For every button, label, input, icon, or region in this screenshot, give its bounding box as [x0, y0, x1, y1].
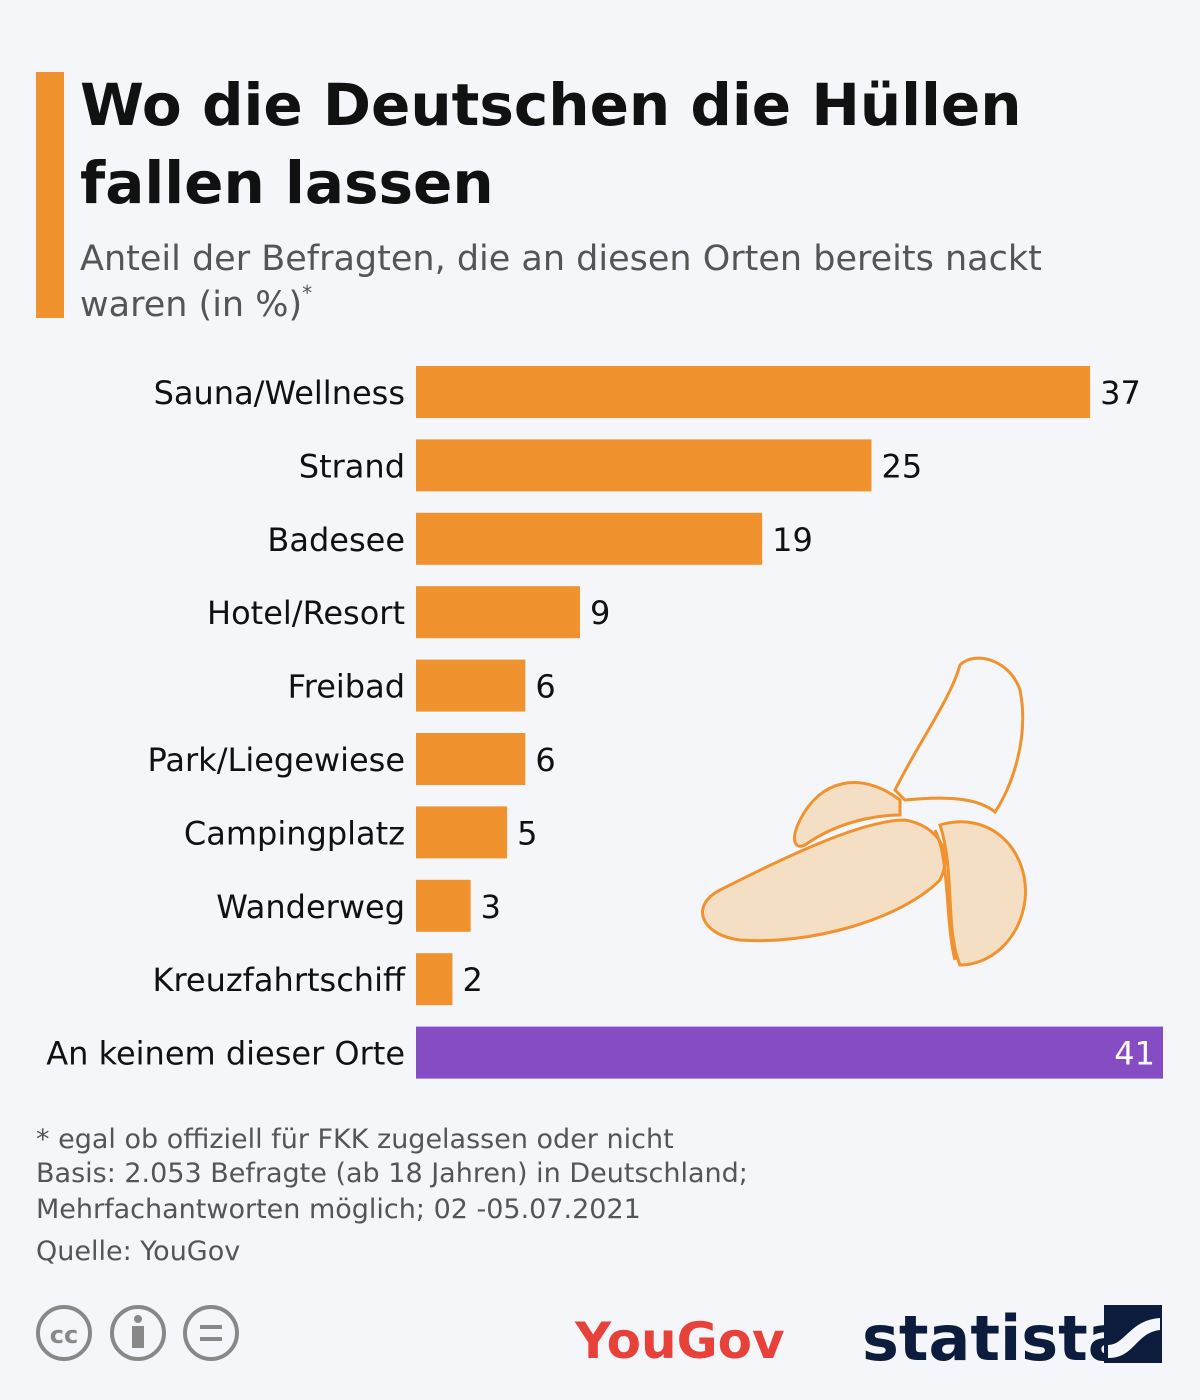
bar	[416, 439, 872, 492]
value-label: 6	[535, 668, 555, 706]
category-label: Campingplatz	[184, 814, 405, 852]
category-label: Park/Liegewiese	[148, 741, 405, 779]
category-label: Wanderweg	[216, 888, 405, 926]
value-label: 2	[462, 961, 482, 999]
category-label: Strand	[299, 447, 405, 485]
svg-text:cc: cc	[50, 1321, 78, 1349]
bar	[416, 733, 526, 785]
value-label: 37	[1100, 374, 1141, 412]
bar	[416, 512, 763, 565]
value-label: 6	[535, 741, 555, 779]
statista-logo: statista	[862, 1302, 1130, 1375]
category-label: An keinem dieser Orte	[46, 1035, 405, 1073]
value-label: 19	[772, 521, 813, 559]
value-label: 9	[590, 594, 610, 632]
bar	[416, 586, 580, 639]
chart-subtitle: waren (in %)*	[80, 281, 312, 325]
value-label: 5	[517, 814, 537, 852]
bar	[416, 953, 453, 1006]
bar	[416, 879, 471, 932]
footnote: * egal ob offiziell für FKK zugelassen o…	[36, 1124, 674, 1155]
statista-icon	[1104, 1305, 1162, 1363]
value-label: 25	[881, 447, 922, 485]
bar	[416, 806, 508, 859]
banana-illustration	[701, 656, 1027, 967]
subtitle-mark: *	[302, 281, 312, 305]
chart-title: Wo die Deutschen die Hüllen	[80, 71, 1022, 139]
bar	[416, 1026, 1163, 1079]
subtitle-text: waren (in %)	[80, 285, 302, 325]
category-label: Badesee	[267, 521, 405, 559]
yougov-logo: YouGov	[574, 1312, 785, 1370]
bar	[416, 366, 1091, 418]
bar	[416, 659, 526, 712]
category-label: Hotel/Resort	[207, 594, 405, 632]
value-label: 41	[1114, 1035, 1155, 1073]
accent-bar	[36, 72, 64, 318]
category-label: Kreuzfahrtschiff	[152, 961, 406, 999]
footnote: Quelle: YouGov	[36, 1236, 240, 1267]
chart-title: fallen lassen	[80, 149, 494, 217]
footnote: Basis: 2.053 Befragte (ab 18 Jahren) in …	[36, 1158, 748, 1189]
chart-subtitle: Anteil der Befragten, die an diesen Orte…	[80, 239, 1042, 279]
category-label: Freibad	[288, 668, 405, 706]
cc-icons: cc	[36, 1305, 239, 1361]
value-label: 3	[481, 888, 501, 926]
footnote: Mehrfachantworten möglich; 02 -05.07.202…	[36, 1194, 641, 1225]
category-label: Sauna/Wellness	[154, 374, 405, 412]
